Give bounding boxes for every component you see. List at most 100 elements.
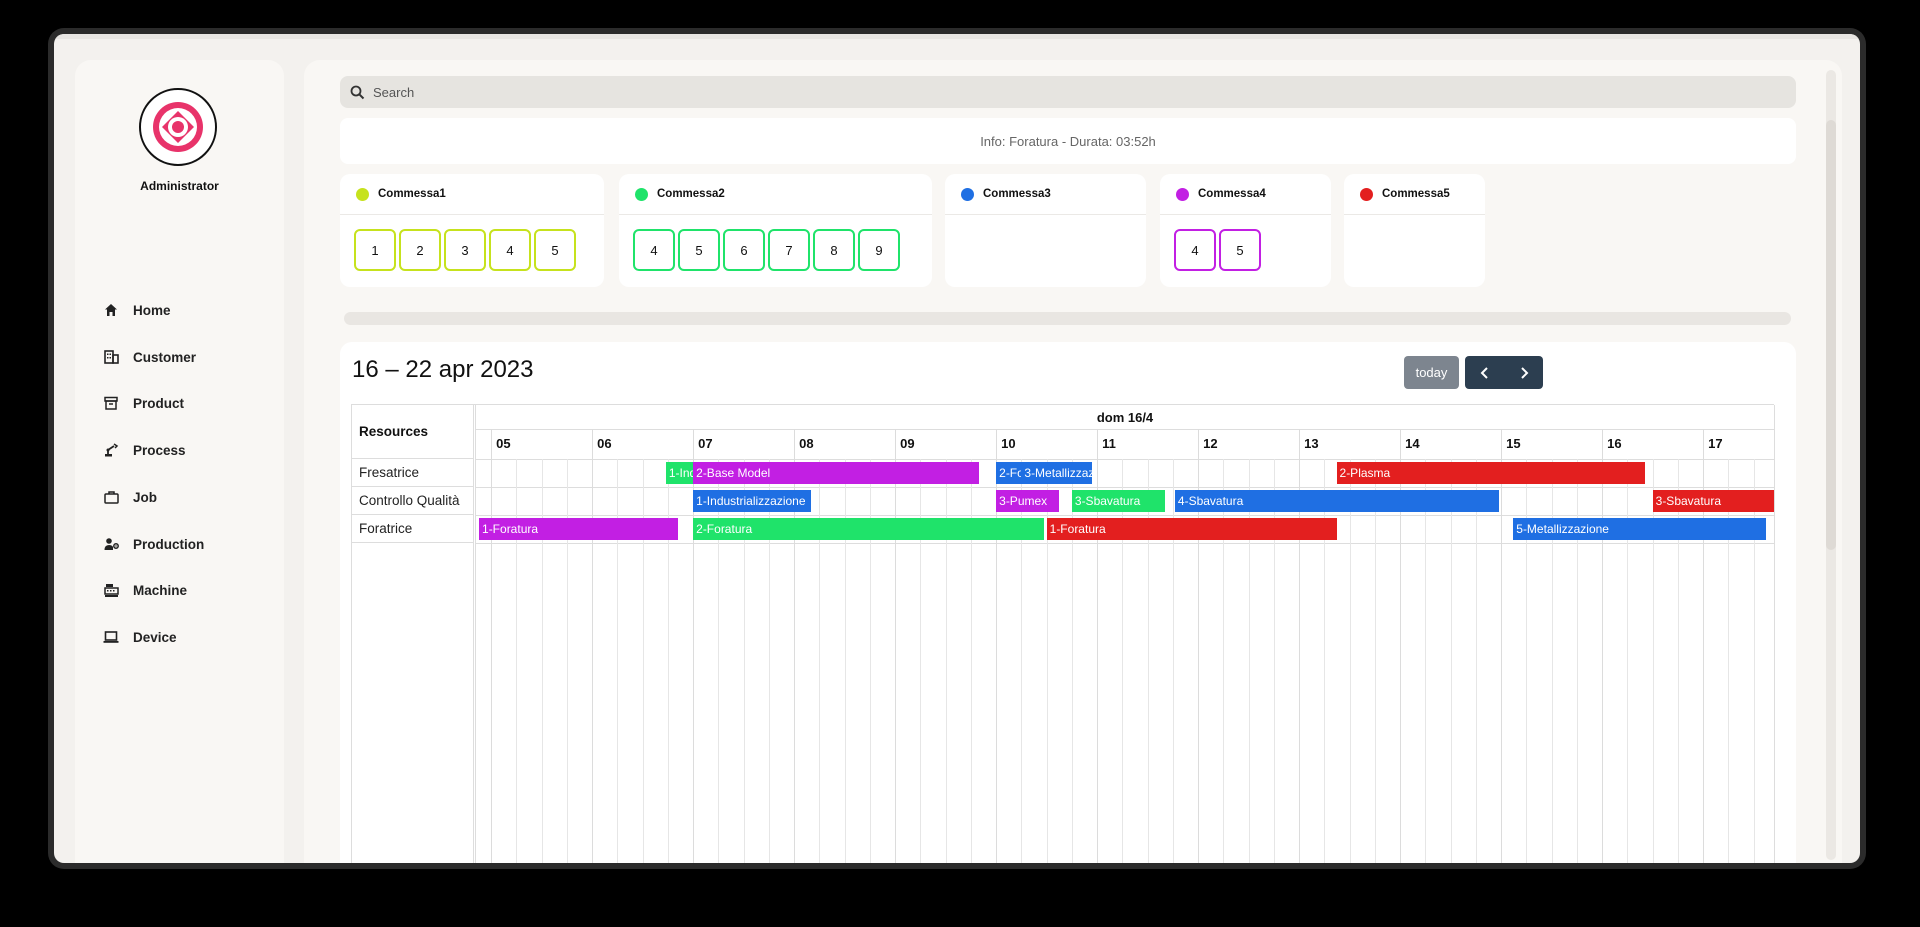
archive-box-icon <box>102 394 120 412</box>
status-dot <box>635 187 648 201</box>
commessa-title: Commessa2 <box>657 188 725 200</box>
calendar-event[interactable]: 1-Foratura <box>479 518 678 540</box>
row-divider <box>476 515 1774 516</box>
commessa-item-box[interactable]: 1 <box>354 229 396 271</box>
quarter-gridline <box>1046 459 1048 863</box>
commessa-item-box[interactable]: 5 <box>678 229 720 271</box>
quarter-gridline <box>970 459 972 863</box>
vertical-scrollbar[interactable] <box>1826 70 1836 860</box>
quarter-gridline <box>1627 459 1629 863</box>
commessa-item-box[interactable]: 4 <box>1174 229 1216 271</box>
quarter-gridline <box>1374 459 1376 863</box>
commessa-item-box[interactable]: 7 <box>768 229 810 271</box>
sidebar-item-label: Product <box>133 395 185 411</box>
resources-header: Resources <box>352 405 473 459</box>
sidebar-item-label: Machine <box>133 582 188 598</box>
commessa-item-box[interactable]: 8 <box>813 229 855 271</box>
calendar-event[interactable]: 3-Sbavatura <box>1652 490 1774 512</box>
sidebar-item-label: Home <box>133 302 171 318</box>
resource-row[interactable]: Fresatrice <box>352 459 473 487</box>
quarter-gridline <box>1021 459 1023 863</box>
commessa-item-box[interactable]: 5 <box>534 229 576 271</box>
calendar-grid: Resources Fresatrice Controllo Qualità F… <box>351 404 1775 863</box>
sidebar-item-customer[interactable]: Customer <box>102 345 196 369</box>
quarter-gridline <box>617 459 619 863</box>
sidebar-item-product[interactable]: Product <box>102 391 184 415</box>
sidebar-item-process[interactable]: Process <box>102 438 186 462</box>
status-dot <box>961 187 974 201</box>
sidebar-item-device[interactable]: Device <box>102 625 177 649</box>
scrollbar-thumb[interactable] <box>1826 120 1836 550</box>
commessa-card-1: Commessa1 1 2 3 4 5 <box>340 174 604 287</box>
commessa-item-box[interactable]: 2 <box>399 229 441 271</box>
hour-gridline <box>491 429 493 863</box>
commessa-title: Commessa3 <box>983 188 1051 200</box>
sidebar-item-production[interactable]: Production <box>102 532 204 556</box>
info-banner: Info: Foratura - Durata: 03:52h <box>340 118 1796 164</box>
resource-row[interactable]: Controllo Qualità <box>352 487 473 515</box>
calendar-event[interactable]: 2-Plasma <box>1336 462 1645 484</box>
sidebar-item-machine[interactable]: Machine <box>102 578 187 602</box>
commessa-item-box[interactable]: 5 <box>1219 229 1261 271</box>
search-icon <box>350 85 365 100</box>
hour-gridline <box>1602 429 1604 863</box>
sidebar-item-job[interactable]: Job <box>102 485 157 509</box>
quarter-gridline <box>1576 459 1578 863</box>
calendar-event[interactable]: 1-Foratura <box>1046 518 1337 540</box>
resource-row[interactable]: Foratrice <box>352 515 473 543</box>
quarter-gridline <box>1677 459 1679 863</box>
today-button[interactable]: today <box>1404 356 1459 389</box>
laptop-icon <box>102 628 120 646</box>
user-gear-icon <box>102 535 120 553</box>
quarter-gridline <box>1273 459 1275 863</box>
quarter-gridline <box>1652 459 1654 863</box>
sidebar-item-label: Device <box>133 629 177 645</box>
hour-label: 12 <box>1203 436 1218 451</box>
calendar-event[interactable]: 1-Industrializzazione <box>665 462 694 484</box>
briefcase-icon <box>102 488 120 506</box>
quarter-gridline <box>1349 459 1351 863</box>
hour-label: 16 <box>1607 436 1622 451</box>
calendar-event[interactable]: 2-Foratura <box>693 518 1044 540</box>
quarter-gridline <box>1122 459 1124 863</box>
commessa-card-2: Commessa2 4 5 6 7 8 9 <box>619 174 932 287</box>
hours-header: 05 06 07 08 09 10 11 12 13 14 15 16 17 <box>476 429 1774 460</box>
hour-label: 11 <box>1102 436 1116 451</box>
resources-column: Resources Fresatrice Controllo Qualità F… <box>352 405 476 863</box>
quarter-gridline <box>1526 459 1528 863</box>
commessa-item-box[interactable]: 4 <box>633 229 675 271</box>
sidebar-item-home[interactable]: Home <box>102 298 171 322</box>
calendar-event[interactable]: 4-Sbavatura <box>1174 490 1500 512</box>
calendar-event[interactable]: 3-Metallizzazione <box>1021 462 1093 484</box>
calendar-event[interactable]: 3-Pumex <box>996 490 1059 512</box>
quarter-gridline <box>768 459 770 863</box>
commessa-item-box[interactable]: 3 <box>444 229 486 271</box>
hour-label: 05 <box>496 436 511 451</box>
commessa-card-5: Commessa5 <box>1344 174 1485 287</box>
calendar-event[interactable]: 5-Metallizzazione <box>1513 518 1766 540</box>
commessa-item-box[interactable]: 4 <box>489 229 531 271</box>
hour-label: 07 <box>698 436 713 451</box>
hour-gridline <box>1198 429 1200 863</box>
hour-gridline <box>1703 429 1705 863</box>
resource-calendar: 16 – 22 apr 2023 today Resources Fresatr… <box>340 342 1796 863</box>
commessa-card-4: Commessa4 4 5 <box>1160 174 1331 287</box>
commessa-title: Commessa5 <box>1382 188 1450 200</box>
commessa-card-3: Commessa3 <box>945 174 1146 287</box>
prev-button[interactable] <box>1465 356 1504 389</box>
search-input[interactable] <box>371 83 1775 101</box>
row-divider <box>476 543 1774 544</box>
status-dot <box>356 187 369 201</box>
commessa-item-box[interactable]: 9 <box>858 229 900 271</box>
calendar-event[interactable]: 2-Base Model <box>693 462 979 484</box>
horizontal-scrollbar[interactable] <box>344 312 1791 325</box>
quarter-gridline <box>1753 459 1755 863</box>
quarter-gridline <box>1425 459 1427 863</box>
commessa-item-box[interactable]: 6 <box>723 229 765 271</box>
calendar-event[interactable]: 2-Foratura <box>996 462 1022 484</box>
next-button[interactable] <box>1504 356 1543 389</box>
calendar-event[interactable]: 1-Industrializzazione <box>693 490 812 512</box>
quarter-gridline <box>541 459 543 863</box>
calendar-event[interactable]: 3-Sbavatura <box>1071 490 1165 512</box>
app-logo[interactable] <box>139 88 217 166</box>
